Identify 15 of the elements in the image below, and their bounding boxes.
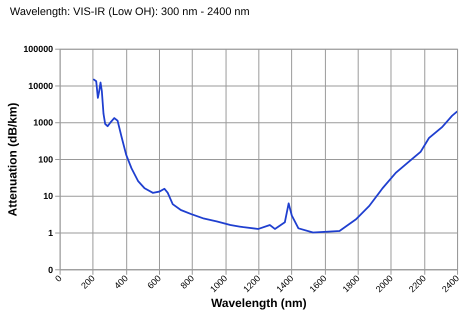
x-tick-label: 600 (145, 273, 164, 291)
y-tick-label: 10000 (28, 80, 54, 91)
y-tick-label: 100 (38, 154, 54, 164)
y-axis-title: Attenuation (dB/km) (5, 102, 20, 216)
line-series (93, 78, 458, 234)
x-tick-label: 400 (112, 273, 130, 291)
x-tick-label: 800 (178, 273, 196, 291)
y-tick-label: 0 (48, 264, 54, 275)
y-tick-label: 1000 (33, 118, 54, 128)
y-tick-label: 100000 (23, 44, 54, 54)
x-axis-title: Wavelength (nm) (211, 296, 307, 310)
chart-title: Wavelength: VIS-IR (Low OH): 300 nm - 2400 nm (10, 6, 250, 18)
y-tick-label: 10 (43, 191, 54, 202)
y-tick-label: 1 (48, 228, 54, 238)
x-tick-label: 200 (79, 273, 97, 291)
